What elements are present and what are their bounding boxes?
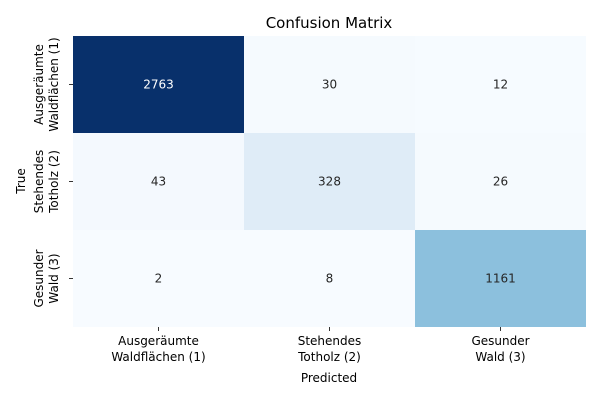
- y-tick-label-3: GesunderWald (3): [32, 249, 61, 307]
- y-axis-ticks: AusgeräumteWaldflächen (1) StehendesTotho…: [32, 37, 73, 308]
- cell-value-label-1-1: 2763: [143, 78, 174, 92]
- heatmap-cell-2-1: [73, 133, 244, 230]
- x-tick-label-1: Ausgeräumte Waldflächen (1): [111, 334, 205, 364]
- cell-value-label-3-1: 2: [155, 272, 163, 286]
- heatmap-cell-1-3: [415, 36, 586, 133]
- heatmap-cells: 2763 30 12 43 328 26 2 8 1161: [73, 36, 586, 327]
- heatmap-cell-1-2: [244, 36, 415, 133]
- heatmap-cell-2-3: [415, 133, 586, 230]
- y-axis-label: True: [14, 168, 28, 195]
- heatmap-cell-3-2: [244, 230, 415, 327]
- cell-value-label-1-2: 30: [322, 78, 337, 92]
- cell-value-label-3-2: 8: [326, 272, 334, 286]
- heatmap-cell-2-2: [244, 133, 415, 230]
- x-axis-ticks: Ausgeräumte Waldflächen (1) Stehendes Totho…: [111, 327, 530, 364]
- cell-value-label-2-1: 43: [151, 175, 166, 189]
- cell-value-label-3-3: 1161: [485, 272, 516, 286]
- heatmap-cell-3-1: [73, 230, 244, 327]
- y-tick-label-1: AusgeräumteWaldflächen (1): [32, 37, 61, 131]
- x-tick-label-3: Gesunder Wald (3): [471, 334, 529, 364]
- chart-title: Confusion Matrix: [266, 14, 393, 32]
- cell-value-label-1-3: 12: [493, 78, 508, 92]
- x-axis-label: Predicted: [301, 371, 357, 385]
- x-tick-label-2: Stehendes Totholz (2): [297, 334, 361, 364]
- cell-value-label-2-3: 26: [493, 175, 508, 189]
- cell-value-label-2-2: 328: [318, 175, 341, 189]
- heatmap-cell-1-1: [73, 36, 244, 133]
- heatmap-cell-3-3: [415, 230, 586, 327]
- y-tick-label-2: StehendesTotholz (2): [32, 150, 61, 214]
